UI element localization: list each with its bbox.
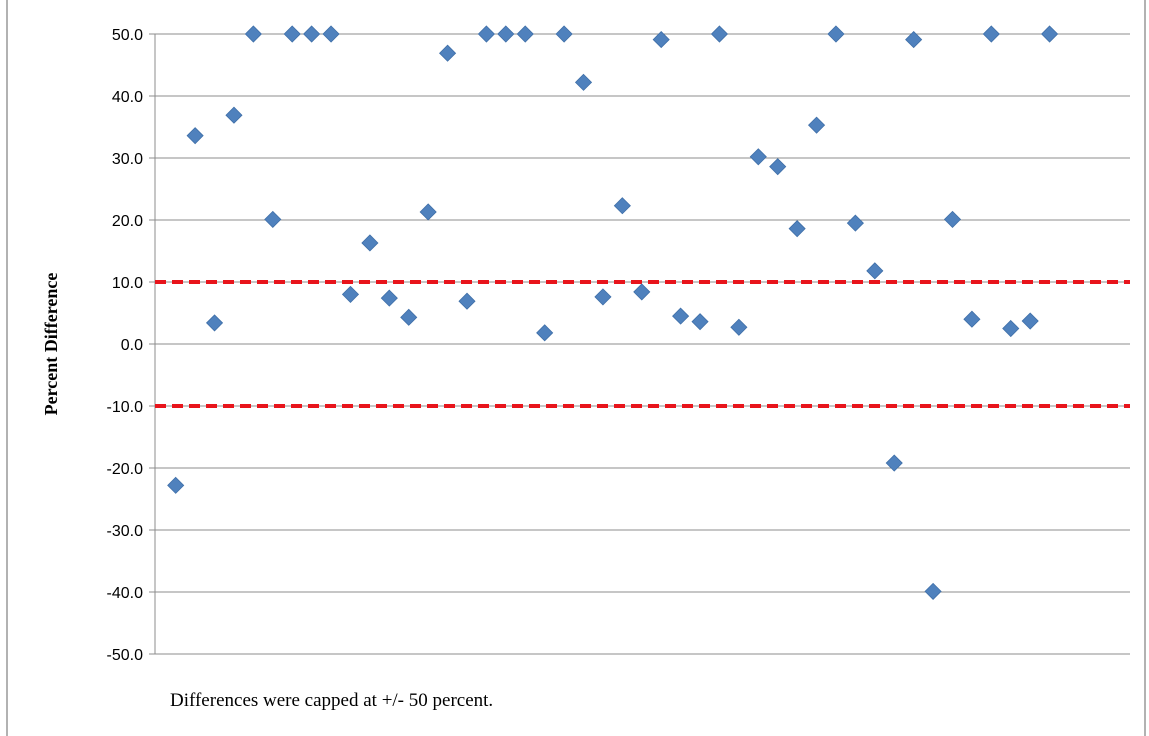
data-points	[167, 25, 1059, 600]
y-tick-label: 30.0	[112, 151, 143, 168]
y-tick-label: 40.0	[112, 89, 143, 106]
data-point	[303, 25, 321, 43]
data-point	[1041, 25, 1059, 43]
y-tick-label: -10.0	[107, 399, 144, 416]
data-point	[1002, 319, 1020, 338]
data-point	[497, 25, 515, 43]
gridlines	[149, 33, 1130, 655]
y-tick-label: -20.0	[107, 461, 144, 478]
data-point	[516, 25, 534, 43]
data-point	[807, 116, 826, 134]
data-point	[963, 310, 981, 328]
data-point	[691, 313, 709, 331]
data-point	[205, 314, 224, 332]
y-axis-title: Percent Difference	[41, 273, 61, 416]
y-tick-label: -40.0	[107, 585, 144, 602]
data-point	[749, 148, 767, 166]
data-point	[341, 285, 360, 303]
data-point	[477, 25, 495, 43]
data-point	[846, 214, 864, 232]
data-point	[439, 44, 457, 62]
data-point	[982, 25, 1000, 43]
chart-border	[6, 0, 1146, 736]
data-point	[730, 318, 748, 336]
data-point	[380, 289, 398, 307]
reference-lines	[155, 280, 1130, 408]
data-point	[633, 283, 651, 301]
cap-note: Differences were capped at +/- 50 percen…	[170, 690, 493, 711]
data-point	[167, 476, 185, 494]
data-point	[458, 292, 476, 310]
data-point	[225, 106, 243, 124]
data-point	[594, 288, 612, 306]
y-tick-label: 50.0	[112, 27, 143, 44]
data-point	[186, 127, 204, 145]
data-point	[943, 210, 962, 228]
data-point	[885, 454, 903, 472]
data-point	[1021, 312, 1039, 330]
data-point	[361, 234, 379, 252]
data-point	[574, 73, 593, 91]
data-point	[244, 25, 262, 43]
y-tick-labels: 50.0 40.0 30.0 20.0 10.0 0.0 -10.0 -20.0 -30.0 -4…	[107, 27, 144, 664]
data-point	[264, 210, 282, 228]
data-point	[769, 158, 787, 176]
data-point	[788, 220, 806, 238]
data-point	[710, 25, 729, 43]
data-point	[672, 307, 690, 325]
y-tick-label: 10.0	[112, 275, 143, 292]
data-point	[322, 25, 340, 43]
y-tick-label: -30.0	[107, 523, 144, 540]
data-point	[924, 582, 942, 600]
y-tick-label: -50.0	[107, 647, 144, 664]
y-tick-label: 0.0	[121, 337, 143, 354]
data-point	[283, 25, 301, 43]
data-point	[536, 324, 554, 342]
data-point	[905, 31, 923, 49]
data-point	[652, 31, 670, 49]
data-point	[613, 197, 631, 215]
data-point	[866, 262, 884, 280]
data-point	[400, 308, 418, 326]
data-point	[827, 25, 845, 43]
data-point	[419, 203, 437, 221]
y-tick-label: 20.0	[112, 213, 143, 230]
data-point	[555, 25, 573, 43]
